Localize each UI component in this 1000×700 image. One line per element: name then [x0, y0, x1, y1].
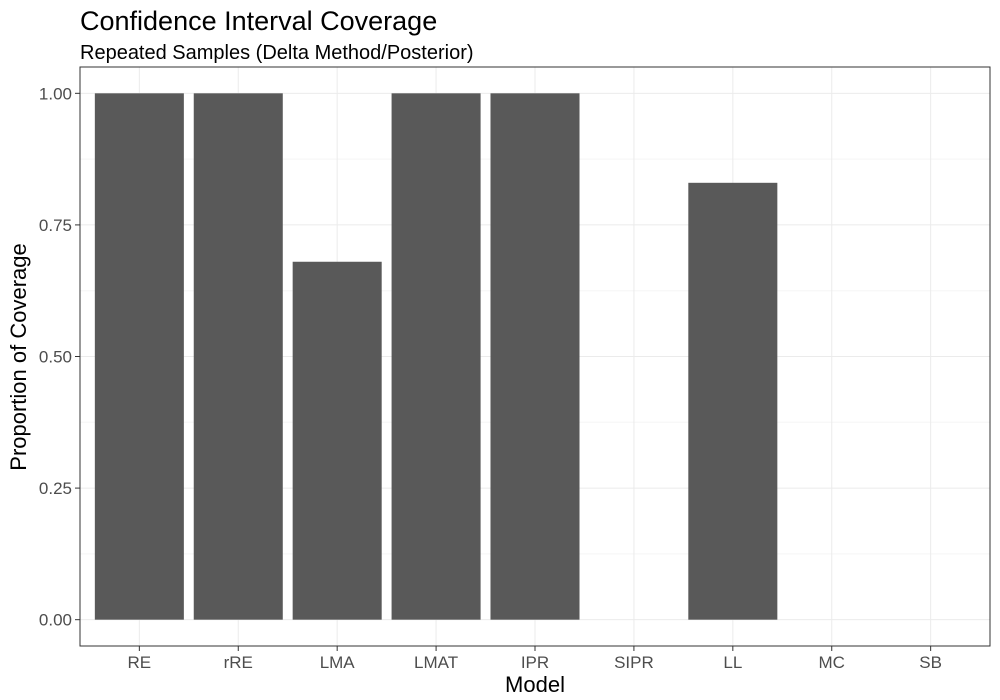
y-axis-label: Proportion of Coverage [6, 243, 31, 470]
y-tick-label: 0.75 [39, 216, 72, 235]
x-tick-label: SB [919, 653, 942, 672]
bar-lmat [392, 93, 481, 619]
x-tick-label: LMAT [414, 653, 458, 672]
chart-title: Confidence Interval Coverage [80, 6, 437, 36]
bar-lma [293, 262, 382, 620]
bar-ipr [490, 93, 579, 619]
x-axis-label: Model [505, 672, 565, 697]
x-tick-label: RE [128, 653, 152, 672]
y-tick-label: 0.00 [39, 611, 72, 630]
chart-subtitle: Repeated Samples (Delta Method/Posterior… [80, 42, 474, 64]
bar-rre [194, 93, 283, 619]
x-axis: RE rRE LMA LMAT IPR SIPR LL MC SB [128, 646, 942, 672]
y-tick-label: 0.25 [39, 479, 72, 498]
x-tick-label: IPR [521, 653, 549, 672]
x-tick-label: LL [723, 653, 742, 672]
x-tick-label: rRE [224, 653, 253, 672]
x-tick-label: LMA [320, 653, 356, 672]
x-tick-label: SIPR [614, 653, 654, 672]
x-tick-label: MC [819, 653, 845, 672]
y-axis: 0.00 0.25 0.50 0.75 1.00 [39, 84, 80, 629]
bar-re [95, 93, 184, 619]
y-tick-label: 1.00 [39, 84, 72, 103]
bar-ll [688, 183, 777, 620]
y-tick-label: 0.50 [39, 348, 72, 367]
